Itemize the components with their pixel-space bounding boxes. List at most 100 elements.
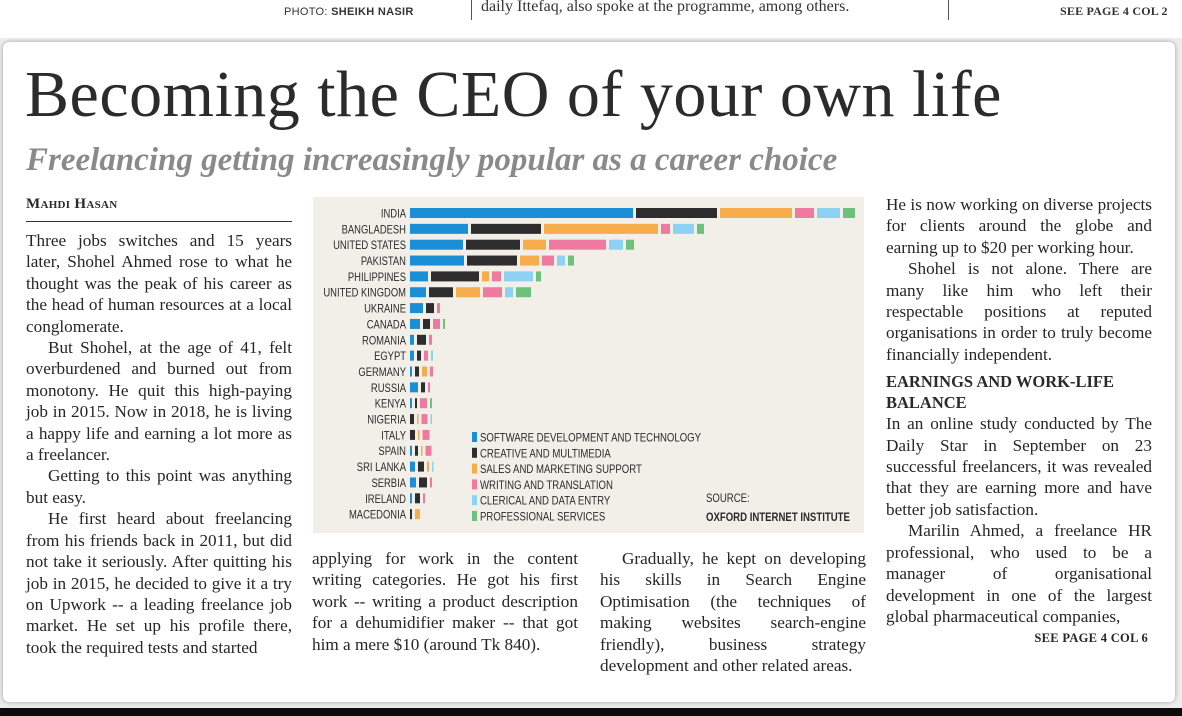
bar-segment-creative-and-multimedia [431, 271, 479, 282]
category-label: CANADA [367, 319, 406, 332]
category-label: IRELAND [365, 493, 406, 506]
paragraph: applying for work in the content writing… [312, 549, 578, 654]
bar-segment-sales-and-marketing-support [544, 223, 658, 234]
bar-segment-creative-and-multimedia [636, 208, 717, 218]
category-label: PHILIPPINES [348, 271, 406, 284]
legend-label: PROFESSIONAL SERVICES [480, 511, 605, 524]
bar-segment-clerical-and-data-entry [557, 255, 565, 266]
bar-segment-creative-and-multimedia [467, 255, 517, 266]
byline: Mahdi Hasan [26, 196, 118, 212]
bar-segment-sales-and-marketing-support [520, 255, 539, 266]
category-label: PAKISTAN [361, 255, 406, 268]
previous-article-strip: PHOTO: SHEIKH NASIR daily Ittefaq, also … [0, 0, 1182, 38]
bar-segment-clerical-and-data-entry [673, 223, 694, 234]
category-label: KENYA [375, 398, 406, 411]
category-label: GERMANY [358, 366, 406, 379]
paragraph: Shohel is not alone. There are many like… [886, 259, 1152, 364]
bar-segment-professional-services [430, 398, 432, 409]
bar-segment-writing-and-translation [661, 223, 670, 234]
bar-segment-software-development-and-technology [410, 255, 464, 266]
category-label: BANGLADESH [342, 224, 406, 237]
bar-segment-professional-services [516, 287, 531, 298]
bar-segment-writing-and-translation [424, 350, 428, 361]
legend-label: CREATIVE AND MULTIMEDIA [480, 447, 611, 460]
bar-segment-clerical-and-data-entry [505, 287, 513, 298]
freelancer-chart: INDIA BANGLADESH UNITED STATES PAKISTAN PHIL… [313, 197, 864, 533]
bar-segment-writing-and-translation [549, 239, 606, 250]
bar-segment-creative-and-multimedia [410, 509, 412, 520]
bar-segment-clerical-and-data-entry [431, 350, 433, 361]
previous-article-text: daily Ittefaq, also spoke at the program… [481, 0, 850, 15]
legend-swatch [472, 463, 477, 474]
bar-segment-software-development-and-technology [410, 350, 414, 361]
see-page-link[interactable]: SEE PAGE 4 COL 6 [1034, 631, 1148, 646]
bar-segment-writing-and-translation [430, 477, 432, 488]
bar-segment-clerical-and-data-entry [504, 271, 533, 282]
article-column-3: Gradually, he kept on developing his ski… [600, 548, 866, 676]
bar-segment-creative-and-multimedia [471, 223, 541, 234]
bar-segment-writing-and-translation [433, 318, 440, 329]
bar-segment-software-development-and-technology [410, 303, 423, 314]
legend-swatch [472, 432, 477, 442]
bar-segment-writing-and-translation [425, 445, 432, 456]
bar-segment-sales-and-marketing-support [418, 429, 420, 440]
bar-segment-creative-and-multimedia [415, 445, 418, 456]
bar-segment-software-development-and-technology [410, 334, 414, 345]
bar-segment-creative-and-multimedia [417, 350, 421, 361]
bar-segment-creative-and-multimedia [419, 477, 427, 488]
bar-segment-professional-services [443, 318, 445, 329]
category-label: SRI LANKA [357, 461, 406, 474]
bar-segment-software-development-and-technology [410, 382, 418, 393]
photo-credit: PHOTO: SHEIKH NASIR [284, 6, 414, 18]
bar-segment-software-development-and-technology [410, 287, 426, 298]
bar-segment-writing-and-translation [422, 429, 430, 440]
category-label: SERBIA [371, 477, 406, 490]
bar-segment-clerical-and-data-entry [430, 414, 432, 425]
source-label: SOURCE: [706, 492, 750, 505]
bar-segment-clerical-and-data-entry [609, 239, 623, 250]
bar-segment-software-development-and-technology [410, 239, 463, 250]
category-label: ITALY [381, 430, 406, 443]
bar-segment-writing-and-translation [492, 271, 501, 282]
article-column-1: Three jobs switches and 15 years later, … [26, 230, 292, 658]
bar-segment-software-development-and-technology [410, 208, 633, 218]
category-label: MACEDONIA [349, 509, 406, 522]
bar-segment-sales-and-marketing-support [427, 461, 429, 472]
category-label: SPAIN [378, 445, 406, 458]
category-label: UKRAINE [364, 303, 406, 316]
subsection-heading: EARNINGS AND WORK-LIFE BALANCE [886, 372, 1114, 413]
bar-segment-creative-and-multimedia [421, 382, 425, 393]
category-label: NIGERIA [367, 414, 406, 427]
bar-segment-creative-and-multimedia [417, 334, 426, 345]
bar-segment-software-development-and-technology [410, 398, 412, 409]
bar-segment-software-development-and-technology [410, 445, 412, 456]
bar-segment-professional-services [536, 271, 541, 282]
byline-divider [26, 221, 292, 222]
bar-segment-creative-and-multimedia [415, 493, 420, 504]
legend-swatch [472, 511, 477, 521]
subheadline: Freelancing getting increasingly popular… [26, 142, 838, 178]
bar-segment-sales-and-marketing-support [456, 287, 480, 298]
bar-segment-creative-and-multimedia [466, 239, 520, 250]
paragraph: Getting to this point was anything but e… [26, 466, 292, 507]
paragraph: He is now working on diverse projects fo… [886, 195, 1152, 257]
paragraph: In an online study conducted by The Dail… [886, 414, 1152, 519]
legend-label: CLERICAL AND DATA ENTRY [480, 495, 610, 508]
bar-segment-software-development-and-technology [410, 477, 416, 488]
legend-swatch [472, 447, 477, 458]
bar-segment-professional-services [568, 255, 574, 266]
bar-segment-writing-and-translation [420, 398, 427, 409]
bar-segment-writing-and-translation [429, 334, 432, 345]
photo-credit-name: SHEIKH NASIR [331, 6, 414, 18]
article-column-2: applying for work in the content writing… [312, 548, 578, 655]
category-label: EGYPT [374, 350, 406, 363]
bar-segment-software-development-and-technology [410, 493, 412, 504]
bar-segment-creative-and-multimedia [418, 461, 424, 472]
bar-segment-software-development-and-technology [410, 318, 420, 329]
bar-segment-sales-and-marketing-support [415, 509, 420, 520]
photo-credit-label: PHOTO: [284, 6, 328, 18]
bar-segment-creative-and-multimedia [415, 398, 417, 409]
column-divider [471, 0, 472, 20]
previous-see-page-link[interactable]: SEE PAGE 4 COL 2 [1060, 4, 1168, 18]
bar-segment-writing-and-translation [437, 303, 440, 314]
